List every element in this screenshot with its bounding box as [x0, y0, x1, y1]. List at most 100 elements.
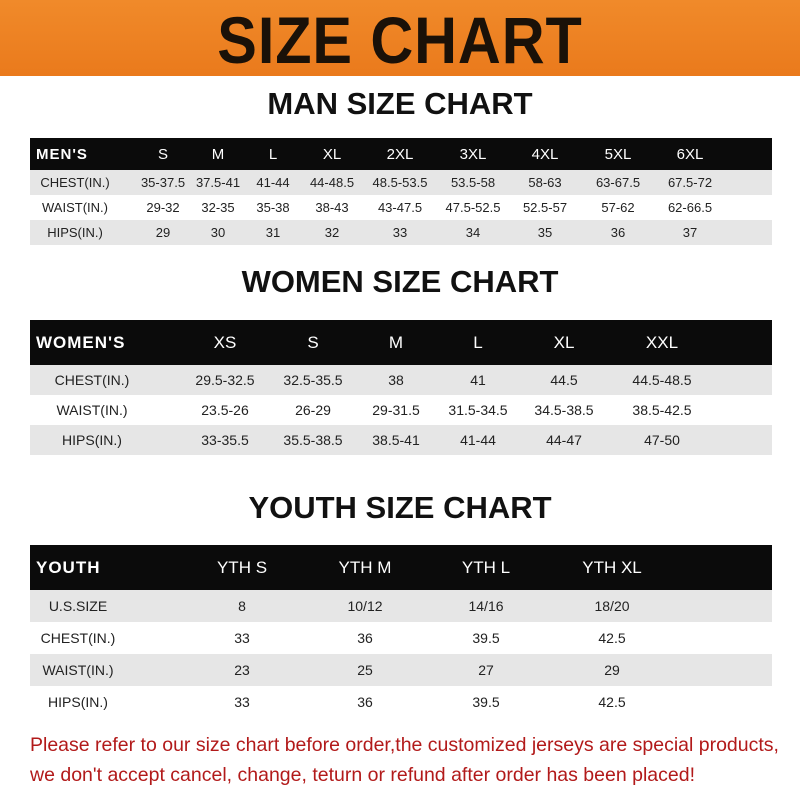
table-cell: 41 [470, 372, 486, 388]
table-row: U.S.SIZE 8 10/12 14/16 18/20 [30, 590, 772, 622]
table-row: CHEST(IN.) 35-37.5 37.5-41 41-44 44-48.5 48.5… [30, 170, 772, 195]
table-cell: 23.5-26 [201, 402, 249, 418]
table-cell: L [473, 332, 483, 352]
table-cell: 48.5-53.5 [372, 175, 428, 190]
table-cell: 29-31.5 [372, 402, 420, 418]
table-cell: 53.5-58 [450, 175, 496, 190]
table-cell: 62-66.5 [667, 200, 713, 215]
table-cell: 35-37.5 [140, 175, 186, 190]
table-cell: 3XL [459, 145, 487, 163]
banner-title: SIZE CHART [217, 3, 583, 77]
disclaimer-line-1: Please refer to our size chart before or… [30, 734, 779, 756]
table-cell: 29 [604, 662, 620, 678]
table-cell: 52.5-57 [522, 200, 568, 215]
table-cell: YTH S [216, 557, 268, 577]
table-cell: 37.5-41 [195, 175, 241, 190]
row-label: WAIST(IN.) [42, 200, 108, 215]
table-header-row: YOUTH YTH S YTH M YTH L YTH XL [30, 545, 772, 590]
table-cell: 33 [392, 225, 408, 240]
table-cell: 32-35 [201, 200, 235, 215]
table-cell: 39.5 [472, 630, 500, 646]
row-label: U.S.SIZE [48, 598, 108, 614]
table-cell: YTH XL [582, 557, 642, 577]
table-cell: XS [213, 332, 237, 352]
table-cell: 32 [324, 225, 340, 240]
table-cell: 5XL [604, 145, 632, 163]
table-cell: 10/12 [347, 598, 383, 614]
table-cell: 43-47.5 [377, 200, 423, 215]
table-cell: 2XL [386, 145, 414, 163]
table-row: HIPS(IN.) 33 36 39.5 42.5 [30, 686, 772, 718]
youth-section-title: YOUTH SIZE CHART [248, 490, 552, 525]
table-cell: 42.5 [598, 694, 626, 710]
table-cell: 34 [465, 225, 481, 240]
table-row: WAIST(IN.) 29-32 32-35 35-38 38-43 43-47.5 47.… [30, 195, 772, 220]
table-header-row: MEN'S S M L XL 2XL 3XL 4XL 5XL 6XL [30, 138, 772, 170]
table-cell: 30 [210, 225, 226, 240]
table-cell: 29.5-32.5 [195, 372, 255, 388]
men-section-title: MAN SIZE CHART [267, 86, 533, 121]
table-cell: 33 [234, 630, 250, 646]
table-cell: 36 [610, 225, 626, 240]
table-cell: 34.5-38.5 [534, 402, 594, 418]
table-cell: 67.5-72 [667, 175, 713, 190]
table-cell: M [211, 145, 225, 163]
row-label: HIPS(IN.) [48, 694, 108, 710]
table-cell: 38-43 [315, 200, 349, 215]
table-row: HIPS(IN.) 29 30 31 32 33 34 35 36 37 [30, 220, 772, 245]
disclaimer-line-2: we don't accept cancel, change, teturn o… [30, 764, 695, 786]
table-cell: 26-29 [295, 402, 331, 418]
table-cell: 57-62 [601, 200, 635, 215]
row-label: MEN'S [36, 145, 88, 163]
table-cell: 38.5-41 [372, 432, 420, 448]
table-cell: XL [322, 145, 342, 163]
table-cell: 4XL [531, 145, 559, 163]
table-cell: 35-38 [256, 200, 290, 215]
table-cell: XL [553, 332, 575, 352]
table-cell: 44.5 [550, 372, 578, 388]
table-header-row: WOMEN'S XS S M L XL XXL [30, 320, 772, 365]
table-cell: 6XL [676, 145, 704, 163]
table-cell: S [307, 332, 319, 352]
table-cell: 29 [155, 225, 171, 240]
row-label: WAIST(IN.) [42, 662, 114, 678]
table-cell: 41-44 [256, 175, 290, 190]
table-cell: 14/16 [468, 598, 504, 614]
table-cell: 31 [265, 225, 281, 240]
row-label: CHEST(IN.) [40, 630, 116, 646]
row-label: CHEST(IN.) [54, 372, 130, 388]
table-cell: 35 [537, 225, 553, 240]
disclaimer-text: Please refer to our size chart before or… [30, 730, 780, 790]
table-row: WAIST(IN.) 23 25 27 29 [30, 654, 772, 686]
table-cell: 36 [357, 694, 373, 710]
table-cell: 25 [357, 662, 373, 678]
table-cell: 58-63 [528, 175, 562, 190]
table-row: WAIST(IN.) 23.5-26 26-29 29-31.5 31.5-34.5 34… [30, 395, 772, 425]
table-cell: 38 [388, 372, 404, 388]
table-row: HIPS(IN.) 33-35.5 35.5-38.5 38.5-41 41-44 44-… [30, 425, 772, 455]
table-row: CHEST(IN.) 33 36 39.5 42.5 [30, 622, 772, 654]
table-cell: 44-47 [546, 432, 582, 448]
table-cell: 32.5-35.5 [283, 372, 343, 388]
table-cell: 38.5-42.5 [632, 402, 692, 418]
table-cell: 47.5-52.5 [445, 200, 501, 215]
row-label: YOUTH [36, 557, 101, 577]
table-cell: YTH M [338, 557, 392, 577]
table-cell: 47-50 [644, 432, 680, 448]
table-cell: L [268, 145, 278, 163]
row-label: WOMEN'S [36, 332, 126, 352]
table-cell: 23 [234, 662, 250, 678]
table-cell: 35.5-38.5 [283, 432, 343, 448]
row-label: HIPS(IN.) [47, 225, 103, 240]
table-cell: S [157, 145, 169, 163]
table-cell: XXL [645, 332, 679, 352]
table-cell: 42.5 [598, 630, 626, 646]
table-cell: 18/20 [594, 598, 630, 614]
table-cell: 27 [478, 662, 494, 678]
table-cell: 36 [357, 630, 373, 646]
women-section-title: WOMEN SIZE CHART [241, 264, 559, 299]
row-label: HIPS(IN.) [62, 432, 122, 448]
table-cell: 29-32 [146, 200, 180, 215]
row-label: CHEST(IN.) [40, 175, 110, 190]
table-cell: 44-48.5 [309, 175, 355, 190]
